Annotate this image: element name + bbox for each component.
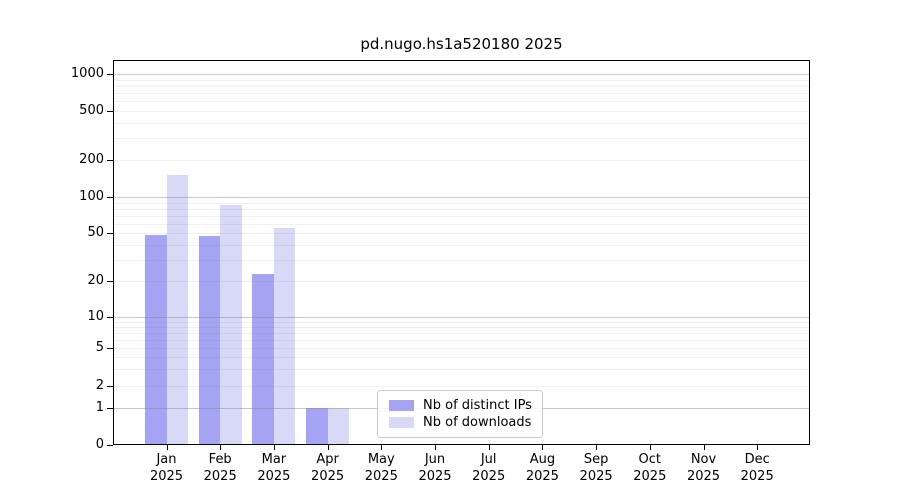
x-tick-label: May 2025 <box>364 452 398 484</box>
x-tick-mark <box>488 445 490 450</box>
legend-swatch-downloads <box>389 417 414 428</box>
y-tick-label: 200 <box>79 152 104 167</box>
x-tick-label: Apr 2025 <box>311 452 345 484</box>
x-tick-mark <box>273 445 275 450</box>
x-tick-label: Oct 2025 <box>633 452 667 484</box>
x-tick-label: Jan 2025 <box>149 452 184 484</box>
y-tick-mark <box>107 408 113 409</box>
y-tick-label: 500 <box>79 103 104 118</box>
gridline-major <box>113 197 810 198</box>
gridline-minor <box>113 79 810 81</box>
x-tick-mark <box>596 445 598 450</box>
chart-title: pd.nugo.hs1a520180 2025 <box>360 35 563 53</box>
gridline-minor <box>113 281 810 282</box>
x-tick-label: Jul 2025 <box>472 452 506 484</box>
gridline-minor <box>113 333 810 334</box>
bar-downloads <box>273 228 296 445</box>
gridline-minor <box>113 259 810 261</box>
gridline-major <box>113 317 810 318</box>
legend-item: Nb of distinct IPs <box>386 397 534 414</box>
gridline-minor <box>113 215 810 217</box>
x-tick-label: Nov 2025 <box>686 452 721 484</box>
gridline-minor <box>113 327 810 328</box>
x-tick-mark <box>166 445 168 450</box>
bar-distinct-ips <box>252 273 274 445</box>
x-tick-mark <box>649 445 651 450</box>
gridline-minor <box>113 348 810 349</box>
y-tick-mark <box>107 233 113 234</box>
x-tick-label: Jun 2025 <box>418 452 452 484</box>
x-tick-mark <box>327 445 329 450</box>
x-tick-label: Mar 2025 <box>257 452 291 484</box>
bar-distinct-ips <box>306 408 328 445</box>
y-tick-label: 1 <box>95 400 104 415</box>
bar-distinct-ips <box>145 235 167 445</box>
y-tick-mark <box>107 445 113 446</box>
y-tick-mark <box>107 160 113 161</box>
plot-area: Nb of distinct IPs Nb of downloads <box>113 60 810 445</box>
gridline-minor <box>113 101 810 103</box>
gridline-major <box>113 74 810 75</box>
gridline-minor <box>113 244 810 246</box>
gridline-minor <box>113 93 810 94</box>
x-tick-mark <box>703 445 705 450</box>
bar-distinct-ips <box>198 236 221 445</box>
gridline-minor <box>113 122 810 124</box>
bar-downloads <box>220 204 242 445</box>
y-tick-label: 5 <box>95 340 104 355</box>
y-tick-mark <box>107 197 113 198</box>
x-tick-label: Aug 2025 <box>525 452 559 484</box>
legend-item: Nb of downloads <box>386 414 534 431</box>
x-tick-mark <box>435 445 436 450</box>
legend-label: Nb of downloads <box>423 415 532 430</box>
gridline-minor <box>113 202 810 204</box>
gridline-minor <box>113 321 810 323</box>
y-tick-label: 100 <box>79 189 104 204</box>
y-tick-mark <box>107 281 113 282</box>
bar-downloads <box>166 175 188 445</box>
gridline-minor <box>113 233 810 234</box>
y-tick-mark <box>107 74 113 75</box>
x-tick-mark <box>381 445 383 450</box>
y-tick-label: 50 <box>87 225 104 240</box>
legend: Nb of distinct IPs Nb of downloads <box>377 390 543 438</box>
gridline-minor <box>113 357 810 359</box>
y-tick-mark <box>107 111 113 112</box>
y-tick-mark <box>107 317 113 318</box>
gridline-minor <box>113 223 810 225</box>
gridline-minor <box>113 138 810 140</box>
gridline-minor <box>113 208 810 210</box>
y-tick-label: 0 <box>95 437 104 452</box>
gridline-minor <box>113 369 810 371</box>
bar-downloads <box>327 408 350 445</box>
x-tick-mark <box>757 445 759 450</box>
y-tick-label: 1000 <box>70 66 104 81</box>
x-tick-label: Feb 2025 <box>203 452 237 484</box>
legend-label: Nb of distinct IPs <box>423 398 532 413</box>
gridline-minor <box>113 386 810 387</box>
gridline-minor <box>113 160 810 161</box>
y-tick-mark <box>107 348 113 349</box>
x-tick-mark <box>220 445 222 450</box>
x-tick-mark <box>542 445 544 450</box>
y-tick-mark <box>107 386 113 387</box>
gridline-minor <box>113 111 810 112</box>
gridline-minor <box>113 339 810 341</box>
legend-swatch-distinct-ips <box>389 400 414 411</box>
x-tick-label: Sep 2025 <box>579 452 613 484</box>
y-tick-label: 10 <box>87 309 104 324</box>
y-tick-label: 20 <box>87 273 104 288</box>
y-tick-label: 2 <box>95 378 104 393</box>
gridline-minor <box>113 85 810 87</box>
x-tick-label: Dec 2025 <box>740 452 774 484</box>
